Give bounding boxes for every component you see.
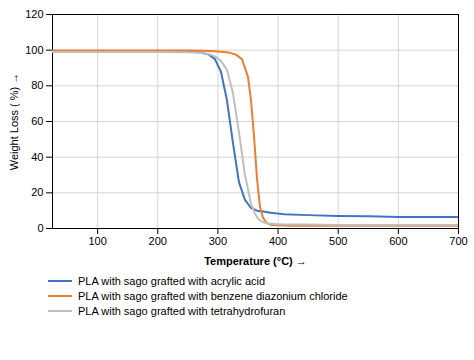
svg-text:60: 60 xyxy=(31,115,43,127)
svg-text:120: 120 xyxy=(25,8,43,20)
svg-text:200: 200 xyxy=(149,235,167,247)
html-text:PLA with sago grafted with ben: PLA with sago grafted with benzene diazo… xyxy=(78,290,348,302)
svg-text:Temperature (°C) →: Temperature (°C) → xyxy=(204,255,307,267)
svg-text:700: 700 xyxy=(449,235,467,247)
svg-text:300: 300 xyxy=(209,235,227,247)
svg-text:80: 80 xyxy=(31,79,43,91)
svg-text:Weight Loss ( %) →: Weight Loss ( %) → xyxy=(8,73,20,171)
svg-text:600: 600 xyxy=(389,235,407,247)
svg-text:20: 20 xyxy=(31,186,43,198)
html-text:PLA with sago grafted with acr: PLA with sago grafted with acrylic acid xyxy=(78,275,266,287)
svg-text:40: 40 xyxy=(31,151,43,163)
svg-text:100: 100 xyxy=(25,44,43,56)
svg-text:0: 0 xyxy=(37,222,43,234)
svg-text:500: 500 xyxy=(329,235,347,247)
html-text:PLA with sago grafted with tet: PLA with sago grafted with tetrahydrofur… xyxy=(78,305,286,317)
svg-text:100: 100 xyxy=(88,235,106,247)
svg-text:400: 400 xyxy=(269,235,287,247)
